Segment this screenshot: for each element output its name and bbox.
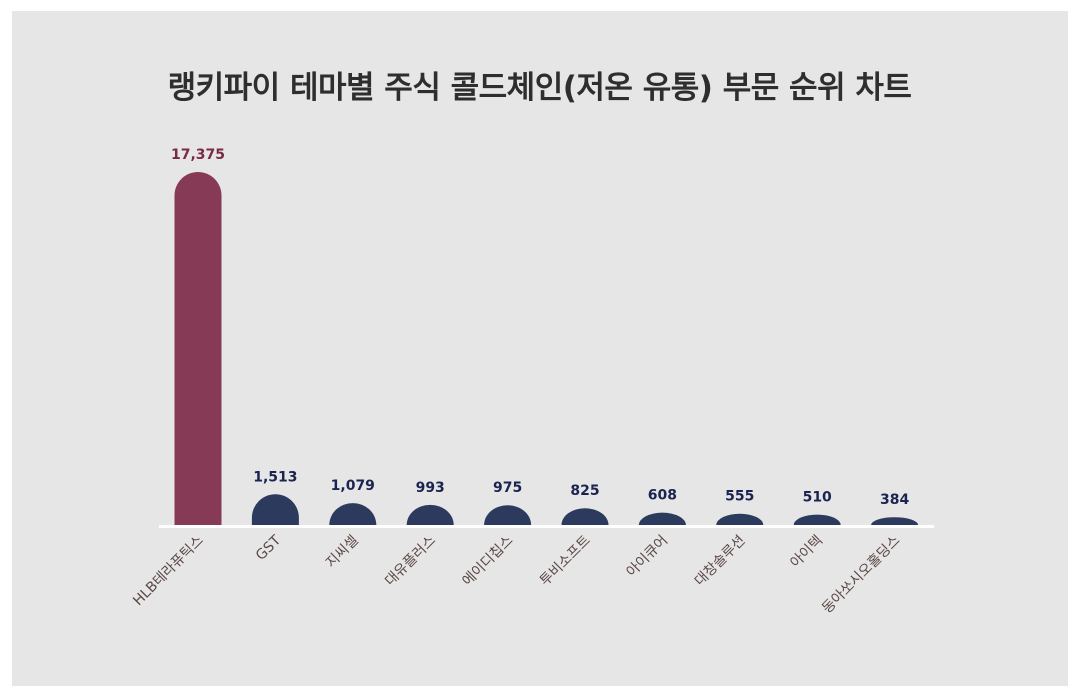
- category-label-6: 투비소프트: [537, 532, 594, 589]
- bar-6: [561, 508, 609, 525]
- bar-1: [174, 172, 222, 525]
- value-label-10: 384: [880, 492, 909, 508]
- category-label-3: 지씨셀: [323, 533, 362, 572]
- value-label-5: 975: [493, 480, 522, 496]
- value-label-3: 1,079: [331, 478, 375, 494]
- category-label-8: 대창솔루션: [692, 533, 749, 590]
- bar-3: [329, 503, 377, 525]
- category-label-7: 아이큐어: [623, 533, 671, 581]
- value-label-2: 1,513: [253, 469, 297, 485]
- category-label-1: HLB테라퓨틱스: [130, 532, 207, 609]
- category-label-9: 아이텍: [787, 533, 826, 572]
- value-label-8: 555: [725, 489, 754, 505]
- value-label-4: 993: [416, 480, 445, 496]
- bar-4: [406, 504, 454, 525]
- value-label-7: 608: [648, 488, 677, 504]
- category-label-4: 대유플러스: [382, 532, 439, 589]
- value-label-9: 510: [803, 490, 832, 506]
- bar-7: [638, 512, 686, 525]
- bar-2: [251, 494, 299, 525]
- value-label-1: 17,375: [171, 147, 225, 163]
- value-label-6: 825: [570, 483, 599, 499]
- bar-5: [484, 505, 532, 525]
- bar-9: [793, 514, 841, 525]
- bar-8: [716, 513, 764, 525]
- category-label-2: GST: [253, 532, 285, 564]
- category-label-10: 동아쏘시오홀딩스: [819, 532, 903, 616]
- category-label-5: 에이디칩스: [460, 532, 517, 589]
- chart-title: 랭키파이 테마별 주식 콜드체인(저온 유통) 부문 순위 차트: [167, 70, 912, 106]
- bar-10: [871, 517, 919, 525]
